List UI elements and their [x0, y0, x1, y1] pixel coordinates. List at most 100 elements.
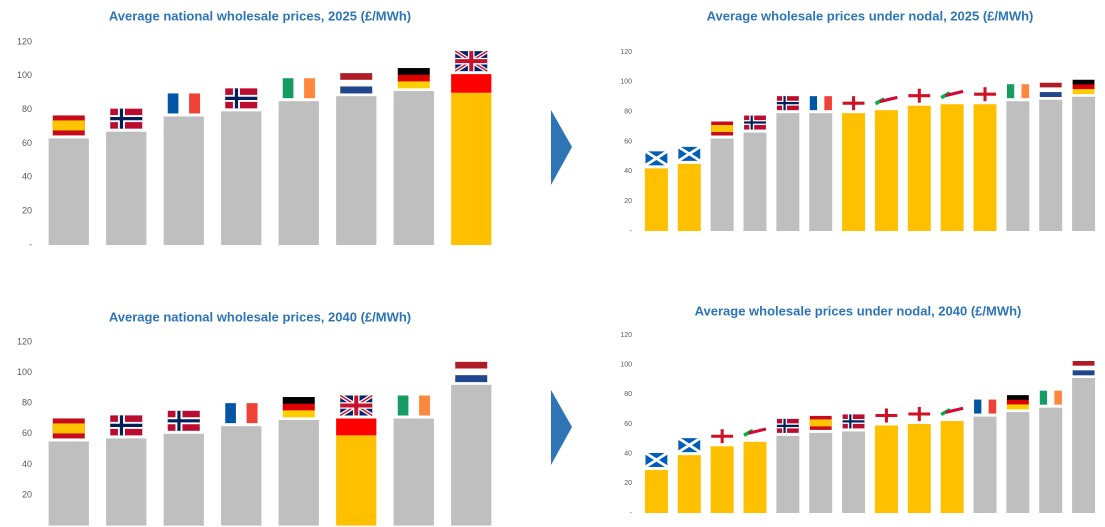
- bar: [677, 163, 701, 231]
- bar: [106, 438, 147, 526]
- flag-icon: [940, 89, 964, 100]
- bar: [874, 425, 898, 513]
- chart-title: Average national wholesale prices, 2040 …: [109, 309, 411, 324]
- bar: [163, 433, 204, 526]
- flag-icon: [842, 96, 865, 111]
- bar: [336, 435, 377, 526]
- chart-title: Average national wholesale prices, 2025 …: [109, 8, 411, 23]
- flag-stripe: [1006, 404, 1029, 410]
- bar: [221, 426, 262, 526]
- flag-stripe: [282, 403, 315, 411]
- y-tick-label: 20: [624, 198, 632, 205]
- flag-stripe: [52, 120, 85, 131]
- flag-stripe: [397, 81, 430, 89]
- bar: [842, 113, 866, 231]
- flag-stripe: [408, 395, 420, 416]
- y-tick-label: 60: [22, 138, 32, 148]
- flag-stripe: [1047, 390, 1055, 405]
- flag-line: [879, 95, 898, 104]
- bar: [973, 104, 997, 231]
- flag-icon: [1006, 395, 1029, 410]
- y-tick-label: 120: [17, 336, 32, 346]
- y-tick-label: 100: [620, 79, 632, 86]
- y-tick-label: 120: [620, 332, 632, 339]
- flag-stripe: [189, 93, 201, 114]
- bar: [48, 138, 89, 245]
- y-tick-label: 80: [22, 398, 32, 408]
- flag-stripe: [282, 78, 294, 99]
- flag-stripe: [246, 403, 258, 424]
- bar: [1072, 378, 1096, 513]
- y-tick-label: 60: [624, 138, 632, 145]
- bar: [809, 432, 833, 513]
- flag-stripe: [988, 399, 997, 414]
- flag-line: [644, 451, 669, 469]
- bar: [48, 441, 89, 526]
- flag-stripe: [52, 423, 85, 434]
- y-tick-label: 40: [22, 459, 32, 469]
- flag-stripe: [235, 403, 247, 424]
- flag-stripe: [1072, 365, 1095, 371]
- bar: [106, 131, 147, 245]
- bar: [842, 431, 866, 513]
- bar: [677, 455, 701, 513]
- bar: [336, 96, 377, 245]
- y-tick-label: 120: [620, 49, 632, 56]
- y-tick-label: 20: [624, 480, 632, 487]
- bar: [278, 420, 319, 526]
- flag-icon: [875, 408, 898, 423]
- flag-icon: [110, 108, 143, 129]
- flag-icon: [908, 88, 931, 103]
- flag-icon: [282, 78, 316, 99]
- bar: [163, 116, 204, 245]
- y-tick-label: 60: [624, 421, 632, 428]
- flag-stripe: [809, 419, 832, 427]
- bar: [710, 138, 734, 231]
- y-tick-label: 80: [22, 104, 32, 114]
- y-tick-label: 20: [22, 206, 32, 216]
- bar: [743, 132, 767, 231]
- bar: [907, 424, 931, 513]
- y-tick-label: 80: [624, 391, 632, 398]
- flag-icon: [1039, 390, 1062, 405]
- flag-icon: [397, 68, 430, 89]
- flag-icon: [1039, 82, 1062, 98]
- flag-stripe: [817, 96, 825, 111]
- flag-icon: [809, 415, 832, 430]
- flag-icon: [974, 87, 996, 102]
- bar: [940, 104, 964, 231]
- flag-stripe: [1072, 79, 1095, 85]
- flag-stripe: [974, 399, 982, 414]
- flag-icon: [339, 393, 374, 418]
- flag-icon: [644, 150, 669, 167]
- y-tick-label: -: [29, 239, 32, 249]
- bar: [776, 113, 800, 231]
- bar: [973, 416, 997, 513]
- flag-stripe: [1072, 84, 1095, 90]
- y-tick-label: -: [630, 228, 633, 235]
- flag-icon: [711, 429, 734, 444]
- flag-line: [644, 150, 669, 167]
- bar: [336, 418, 377, 436]
- flag-stripe: [1072, 361, 1095, 366]
- flag-icon: [225, 88, 258, 109]
- flag-stripe: [711, 125, 734, 133]
- flag-stripe: [304, 78, 316, 99]
- bar: [278, 101, 319, 245]
- bar: [940, 421, 964, 513]
- flag-stripe: [397, 395, 409, 416]
- flag-stripe: [809, 96, 818, 111]
- bar: [1072, 96, 1096, 231]
- flag-icon: [874, 95, 898, 106]
- flag-icon: [776, 96, 799, 111]
- bar: [1006, 412, 1030, 513]
- flag-icon: [940, 406, 964, 417]
- flag-icon: [1006, 84, 1030, 99]
- flag-line: [677, 145, 701, 163]
- flag-stripe: [419, 395, 431, 416]
- arrow: [551, 390, 572, 465]
- bar: [1006, 101, 1030, 231]
- bar: [907, 105, 931, 231]
- flag-stripe: [1014, 84, 1022, 99]
- flag-icon: [677, 436, 701, 454]
